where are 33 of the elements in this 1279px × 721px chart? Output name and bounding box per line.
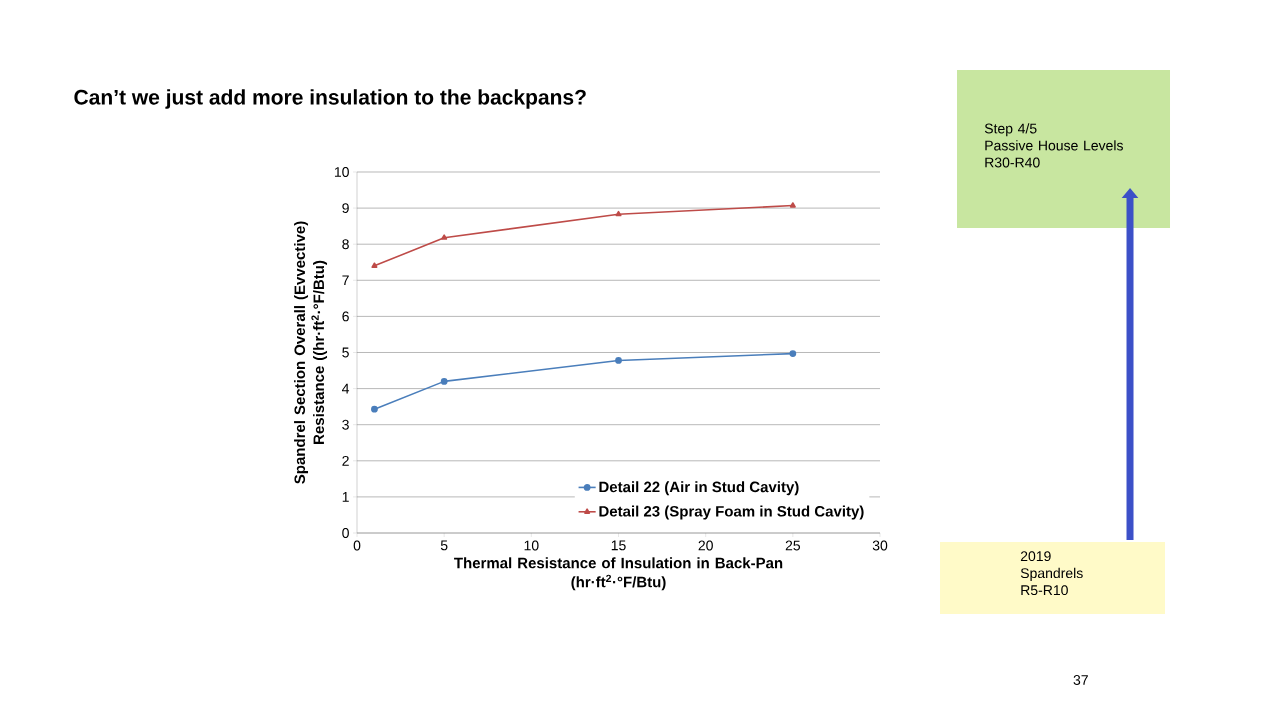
y-tick-label: 8 (342, 239, 349, 250)
x-tick-label: 25 (785, 540, 801, 551)
point (441, 234, 448, 240)
x-tick-label: 10 (524, 540, 539, 551)
x-tick-label: 20 (698, 540, 713, 551)
y-tick-label: 5 (342, 347, 349, 358)
legend-label: Detail 22 (Air in Stud Cavity) (599, 481, 799, 496)
text: 37 (1073, 675, 1088, 685)
point (789, 350, 797, 357)
x-tick-label: 0 (353, 540, 361, 551)
point (371, 262, 378, 268)
point (371, 405, 378, 413)
y-tick-label: 10 (334, 167, 349, 177)
point (789, 202, 796, 208)
point (615, 210, 622, 217)
y-tick-label: 3 (342, 419, 349, 430)
y-tick-label: 4 (342, 383, 350, 394)
point (440, 377, 448, 385)
x-tick-label: 15 (611, 540, 626, 551)
x-tick-label: 5 (440, 540, 448, 551)
y-tick-label: 0 (342, 528, 349, 538)
y-tick-label: 9 (342, 203, 349, 214)
point (615, 357, 622, 364)
legend-label: Detail 23 (Spray Foam in Stud Cavity) (599, 505, 864, 520)
y-tick-label: 1 (342, 492, 349, 502)
y-tick-label: 7 (342, 275, 349, 286)
text: 2019 Spandrels R5-R10 (1020, 551, 1083, 596)
y-tick-label: 2 (342, 455, 349, 466)
y-tick-label: 6 (342, 311, 349, 322)
chart-title: Can’t we just add more insulation to the backpans? (74, 89, 586, 109)
x-tick-label: 30 (872, 540, 888, 551)
x-axis-title: Thermal Resistance of Insulation in Back-Pan (hr·ft$^{2}$·°F/Btu) (454, 557, 783, 591)
text: Step 4/5 Passive House Levels R30-R40 (984, 123, 1123, 168)
